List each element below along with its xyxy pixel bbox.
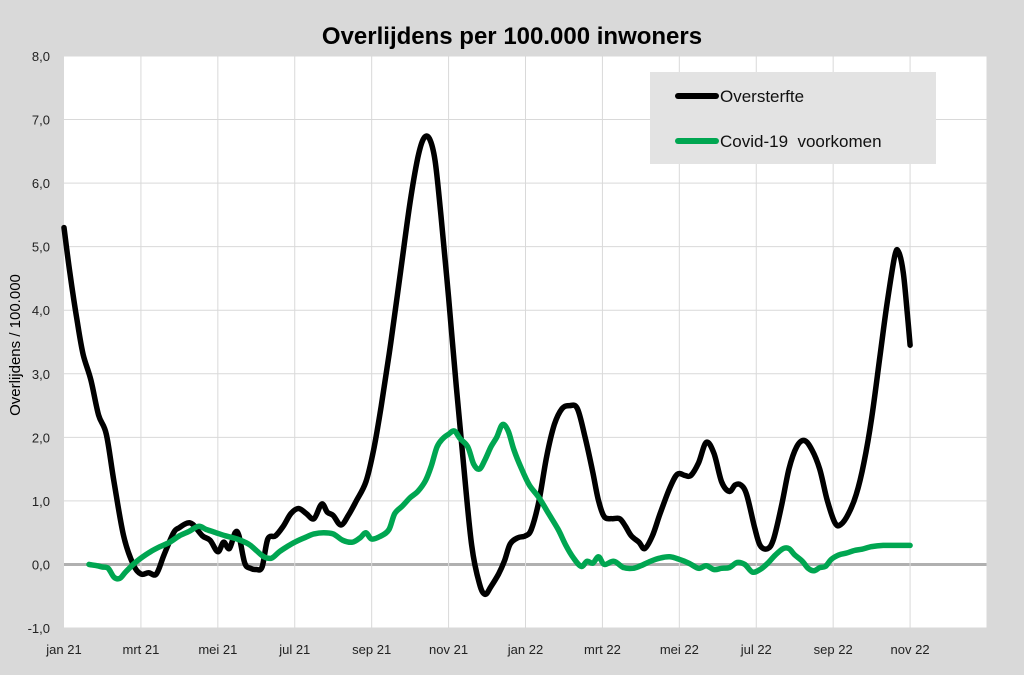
y-tick-label: -1,0 [28, 621, 50, 636]
x-tick-label: jan 22 [507, 642, 543, 657]
y-axis-label: Overlijdens / 100.000 [7, 274, 24, 416]
legend-label-covid: Covid-19 voorkomen [720, 132, 882, 151]
x-tick-label: mrt 21 [122, 642, 159, 657]
legend: Oversterfte Covid-19 voorkomen [650, 72, 936, 164]
series-line-oversterfte [61, 133, 913, 598]
x-tick-label: jan 21 [45, 642, 81, 657]
x-tick-label: nov 22 [891, 642, 930, 657]
y-tick-label: 2,0 [32, 430, 50, 445]
x-tick-labels: jan 21 mrt 21 mei 21 jul 21 sep 21 nov 21 jan … [45, 642, 929, 657]
x-tick-label: nov 21 [429, 642, 468, 657]
y-tick-label: 5,0 [32, 240, 50, 255]
legend-label-oversterfte: Oversterfte [720, 87, 804, 106]
y-tick-label: 7,0 [32, 113, 50, 128]
x-tick-label: sep 21 [352, 642, 391, 657]
x-tick-label: jul 21 [278, 642, 310, 657]
y-tick-label: 4,0 [32, 303, 50, 318]
y-tick-label: 3,0 [32, 367, 50, 382]
y-tick-label: 1,0 [32, 494, 50, 509]
y-tick-label: 8,0 [32, 49, 50, 64]
y-tick-label: 6,0 [32, 176, 50, 191]
gridlines [64, 55, 988, 629]
y-tick-labels: -1,0 0,0 1,0 2,0 3,0 4,0 5,0 6,0 7,0 8,0 [28, 49, 50, 636]
x-tick-label: sep 22 [814, 642, 853, 657]
series-line-covid [86, 421, 913, 582]
x-tick-label: mei 21 [198, 642, 237, 657]
x-tick-label: mei 22 [660, 642, 699, 657]
x-tick-label: mrt 22 [584, 642, 621, 657]
y-tick-label: 0,0 [32, 557, 50, 572]
chart-title: Overlijdens per 100.000 inwoners [322, 23, 702, 50]
series-lines [61, 133, 913, 598]
x-tick-label: jul 22 [740, 642, 772, 657]
legend-background [650, 72, 936, 164]
